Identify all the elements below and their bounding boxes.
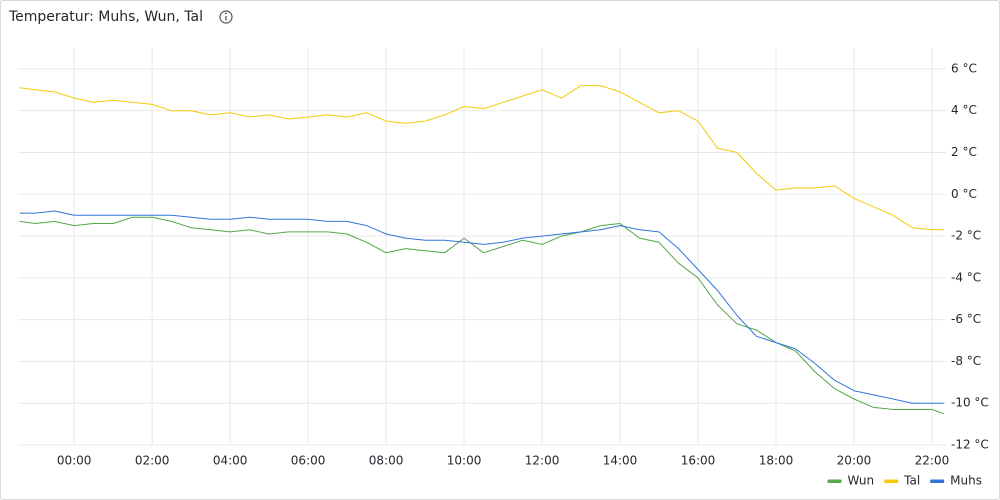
series-line xyxy=(19,85,944,231)
x-tick-label: 16:00 xyxy=(681,454,716,468)
legend-swatch xyxy=(884,479,899,483)
legend-label: Muhs xyxy=(950,474,982,488)
x-tick-label: 12:00 xyxy=(525,454,560,468)
legend-label: Tal xyxy=(903,474,920,488)
x-tick-label: 20:00 xyxy=(837,454,872,468)
x-tick-label: 18:00 xyxy=(759,454,794,468)
x-tick-label: 08:00 xyxy=(369,454,404,468)
y-tick-label: 2 °C xyxy=(951,145,977,159)
y-tick-label: -6 °C xyxy=(951,312,981,326)
y-tick-label: 0 °C xyxy=(951,187,977,201)
y-tick-label: -8 °C xyxy=(951,354,981,368)
info-dot xyxy=(225,12,227,15)
y-tick-label: 4 °C xyxy=(951,103,977,117)
x-tick-label: 22:00 xyxy=(915,454,950,468)
x-tick-label: 00:00 xyxy=(57,454,92,468)
x-tick-label: 06:00 xyxy=(291,454,326,468)
x-tick-label: 10:00 xyxy=(447,454,482,468)
panel-title: Temperatur: Muhs, Wun, Tal xyxy=(8,9,203,25)
x-tick-label: 02:00 xyxy=(135,454,170,468)
x-tick-label: 14:00 xyxy=(603,454,638,468)
series-line xyxy=(19,216,944,415)
y-tick-label: -10 °C xyxy=(951,396,989,410)
legend-label: Wun xyxy=(847,474,874,488)
legend-swatch xyxy=(827,479,842,483)
info-circle xyxy=(219,10,233,24)
y-tick-label: 6 °C xyxy=(951,61,977,75)
info-icon[interactable] xyxy=(219,10,233,24)
y-tick-label: -12 °C xyxy=(951,438,989,452)
series-line xyxy=(19,210,944,404)
x-tick-label: 04:00 xyxy=(213,454,248,468)
y-tick-label: -2 °C xyxy=(951,229,981,243)
legend-swatch xyxy=(930,479,945,483)
y-tick-label: -4 °C xyxy=(951,270,981,284)
